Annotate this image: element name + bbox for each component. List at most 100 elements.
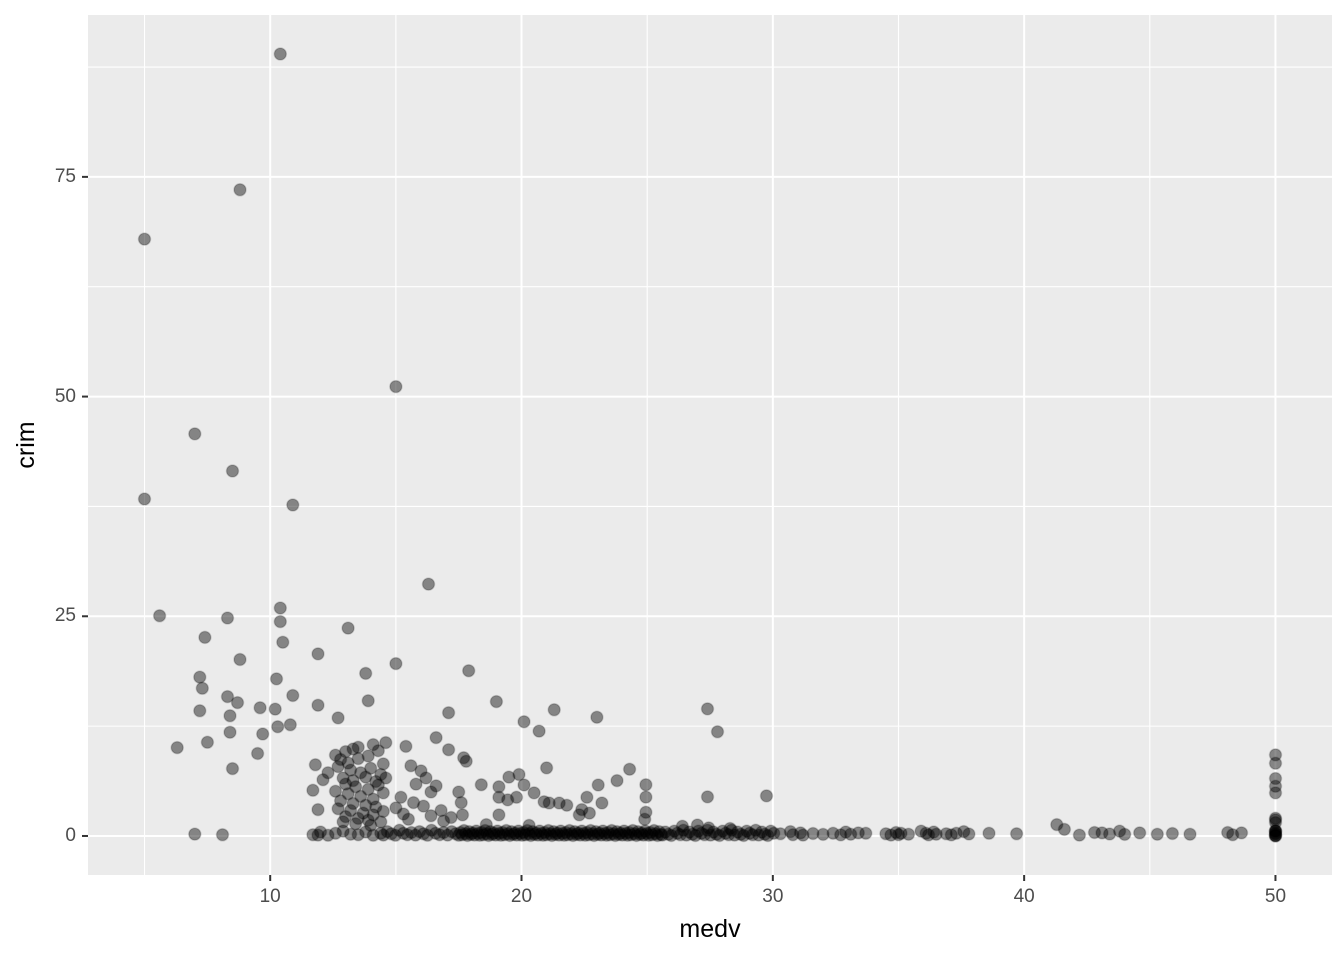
y-tick-label: 75 [54,165,76,187]
data-point [688,828,703,843]
data-point [1220,825,1235,840]
data-point [409,777,423,791]
data-point [539,761,554,775]
data-point [353,765,368,780]
data-point [601,825,615,840]
data-point [351,751,365,766]
data-point [758,827,772,841]
data-point [436,814,451,828]
data-point [1087,825,1102,840]
data-point [527,827,542,842]
data-point [982,826,996,841]
data-point [691,824,706,838]
data-point [454,795,468,810]
data-point [346,796,360,811]
data-point [568,824,582,839]
data-point [462,824,476,839]
data-point [701,821,716,835]
data-point [661,827,676,841]
data-point [170,740,184,755]
data-point [444,810,458,825]
data-point [1009,827,1024,841]
data-point [321,765,335,780]
data-point [361,782,375,797]
data-point [457,823,471,838]
data-point [612,827,626,842]
data-point [371,743,386,758]
data-point [520,823,535,838]
data-point [488,828,503,842]
data-point [341,787,355,801]
data-point [200,735,215,750]
data-point [767,826,781,841]
data-point [479,817,494,832]
data-point [485,827,499,842]
x-tick-label: 30 [762,886,784,907]
data-point [401,812,416,827]
data-point [429,730,443,745]
data-point [495,825,510,840]
data-point [384,827,399,841]
data-point [188,427,202,441]
data-point [715,824,730,838]
data-point [195,681,210,696]
data-point [637,812,652,827]
data-point [380,824,395,839]
y-tick-label: 25 [54,605,76,627]
data-point [578,828,593,843]
y-tick-label: 0 [65,824,76,846]
data-point [268,702,282,716]
data-point [448,827,463,841]
data-point [233,183,247,197]
data-point [1112,824,1127,838]
data-point [414,764,428,778]
data-point [675,819,690,834]
data-point [550,826,564,840]
data-point [440,828,455,842]
data-point [576,826,591,841]
data-point [376,786,391,800]
data-point [464,827,478,842]
data-point [622,825,637,840]
data-point [596,824,610,838]
data-point [444,824,459,839]
data-point [546,824,561,839]
data-point [532,724,546,738]
data-point [276,635,290,649]
data-point [773,827,788,841]
data-point [673,828,688,842]
data-point [311,647,325,661]
data-point [919,826,933,841]
data-point [884,828,898,842]
data-point [572,808,587,822]
data-point [341,621,355,635]
data-point [230,695,245,710]
data-point [891,827,906,842]
data-point [361,693,375,708]
data-point [524,828,538,843]
data-point [459,754,473,769]
data-point [404,825,419,840]
data-point [506,827,520,842]
data-point [575,802,589,817]
data-point [363,761,378,776]
data-point [1050,817,1064,832]
data-point [412,824,427,839]
data-point [343,763,358,777]
data-point [859,826,873,841]
data-point [700,790,715,804]
data-point [453,825,468,840]
data-point [724,823,739,838]
data-point [374,767,388,782]
data-point [1268,823,1283,838]
data-point [793,826,808,840]
data-point [328,748,343,762]
data-point [502,828,517,843]
data-point [379,735,393,750]
data-point [225,464,240,478]
data-point [1057,822,1072,837]
data-point [424,823,439,838]
data-point [429,779,443,793]
data-point [957,824,971,839]
data-point [504,824,519,839]
